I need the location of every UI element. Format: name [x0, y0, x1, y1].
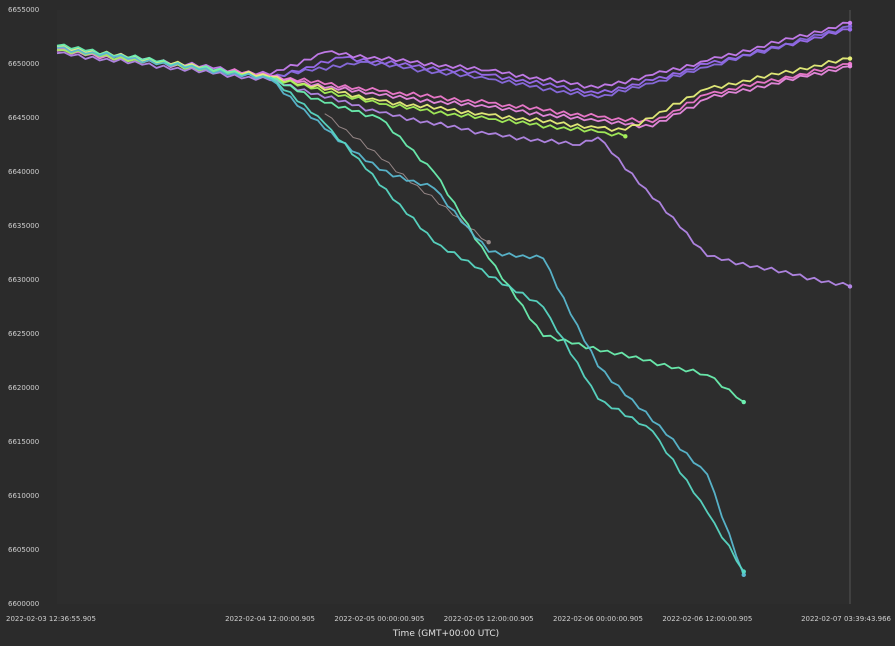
x-axis-title: Time (GMT+00:00 UTC)	[392, 629, 499, 639]
y-tick-label: 6605000	[8, 546, 39, 554]
y-tick-label: 6615000	[8, 438, 39, 446]
x-tick-label: 2022-02-06 00:00:00.905	[553, 615, 643, 623]
series-layer	[56, 20, 853, 578]
series-end-point	[847, 56, 853, 61]
series-end-point	[486, 240, 491, 245]
series-end-point	[847, 284, 853, 289]
series-end-point	[623, 134, 628, 139]
x-tick-label: 2022-02-05 12:00:00.905	[444, 615, 534, 623]
y-tick-label: 6625000	[8, 330, 39, 338]
y-tick-label: 6635000	[8, 222, 39, 230]
x-tick-label: 2022-02-05 00:00:00.905	[334, 615, 424, 623]
series-line	[56, 45, 851, 132]
x-tick-label: 2022-02-07 03:39:43.966	[801, 615, 891, 623]
y-axis: 6655000 6650000 6645000 6640000 6635000 66300…	[8, 6, 39, 608]
x-axis: 2022-02-03 12:36:55.905 2022-02-04 12:00:…	[6, 615, 892, 623]
series-line	[56, 21, 851, 89]
series-end-point	[741, 569, 746, 574]
series-line	[56, 51, 851, 288]
series-end-point	[847, 27, 853, 32]
y-tick-label: 6645000	[8, 114, 39, 122]
y-tick-label: 6630000	[8, 276, 39, 284]
y-tick-label: 6655000	[8, 6, 39, 14]
x-tick-label: 2022-02-03 12:36:55.905	[6, 615, 96, 623]
series-line	[269, 76, 745, 573]
series-end-point	[741, 399, 746, 405]
x-tick-label: 2022-02-06 12:00:00.905	[662, 615, 752, 623]
series-end-point	[847, 63, 853, 69]
y-tick-label: 6640000	[8, 168, 39, 176]
series-end-point	[741, 572, 746, 578]
series-end-point	[847, 20, 853, 26]
y-tick-label: 6600000	[8, 600, 39, 608]
series-line	[56, 46, 745, 576]
y-tick-label: 6620000	[8, 384, 39, 392]
series-end-point	[847, 24, 853, 29]
y-tick-label: 6610000	[8, 492, 39, 500]
x-tick-label: 2022-02-04 12:00:00.905	[225, 615, 315, 623]
series-line	[324, 113, 489, 243]
y-tick-label: 6650000	[8, 60, 39, 68]
